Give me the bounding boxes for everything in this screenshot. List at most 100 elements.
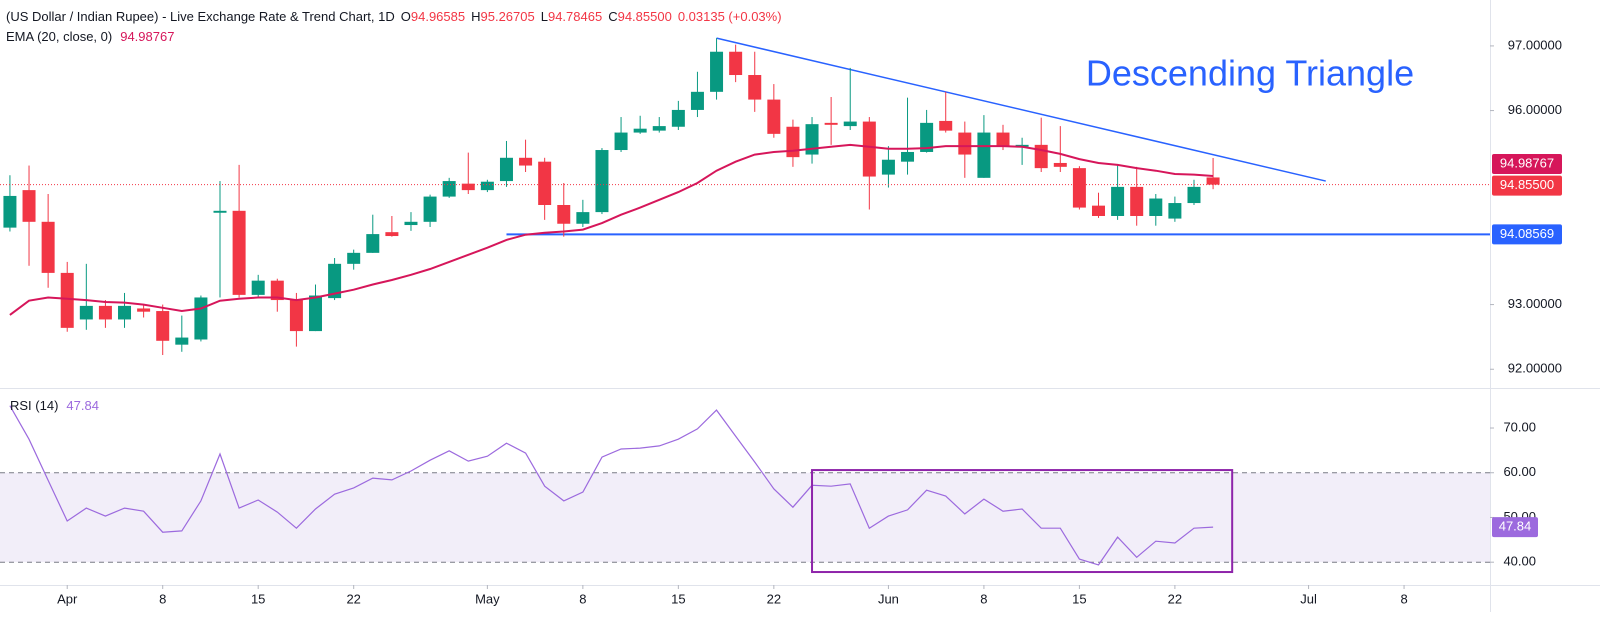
x-tick-label: Jul (1300, 591, 1317, 606)
header-title: (US Dollar / Indian Rupee) - Live Exchan… (6, 9, 395, 24)
rsi-box (811, 469, 1234, 574)
rsi-name: RSI (14) (10, 398, 58, 413)
candle-body (270, 280, 284, 301)
candle-body (920, 122, 934, 152)
ohlc-key: O (401, 9, 411, 24)
candle-body (996, 132, 1010, 147)
candle-body (194, 297, 208, 340)
rsi-band (0, 472, 1490, 563)
candle-body (1111, 186, 1125, 216)
rsi-tick-label: 40.00 (1503, 554, 1536, 569)
rsi-legend: RSI (14) 47.84 (10, 398, 99, 413)
y-tick-label: 92.00000 (1508, 361, 1562, 376)
ohlc-key: H (471, 9, 480, 24)
candle-body (690, 91, 704, 110)
resistance-line (716, 37, 1326, 182)
price-label-bg (1492, 154, 1562, 175)
candle-body (3, 195, 17, 228)
price-label: 94.85500 (1500, 177, 1554, 192)
candle-body (881, 159, 895, 175)
candle-body (22, 190, 36, 222)
candle-body (251, 280, 265, 295)
candle-body (767, 99, 781, 134)
candle-body (1130, 186, 1144, 216)
x-tick-label: 15 (671, 591, 685, 606)
ohlc-key: L (541, 9, 548, 24)
candle-body (156, 311, 170, 341)
candle-body (805, 124, 819, 155)
x-tick-label: 8 (980, 591, 987, 606)
candle-body (576, 212, 590, 224)
ema-line (9, 143, 1214, 316)
x-tick-label: May (475, 591, 500, 606)
candle-body (786, 126, 800, 158)
x-tick-label: 8 (1400, 591, 1407, 606)
candle-body (423, 196, 437, 222)
candle-body (538, 161, 552, 205)
candle-body (1053, 162, 1067, 167)
candle-body (137, 308, 151, 312)
ohlc-value: 95.26705 (481, 9, 535, 24)
candle-body (729, 51, 743, 76)
candle-body (633, 128, 647, 133)
header-line: (US Dollar / Indian Rupee) - Live Exchan… (6, 9, 782, 24)
candle-body (748, 75, 762, 100)
x-tick-label: 22 (767, 591, 781, 606)
rsi-line (9, 405, 1214, 566)
ema-value: 94.98767 (120, 29, 174, 44)
x-tick-label: 22 (346, 591, 360, 606)
annotation: Descending Triangle (1086, 53, 1414, 94)
candle-body (289, 300, 303, 332)
candle-body (385, 232, 399, 237)
rsi-tick-label: 70.00 (1503, 419, 1536, 434)
x-tick-label: Apr (57, 591, 78, 606)
candle-body (461, 183, 475, 191)
candle-body (652, 126, 666, 131)
candle-body (824, 122, 838, 125)
x-tick-label: 8 (579, 591, 586, 606)
y-tick-label: 97.00000 (1508, 37, 1562, 52)
candle-body (328, 263, 342, 299)
candle-body (519, 157, 533, 166)
candle-body (480, 181, 494, 191)
rsi-label: 47.84 (1499, 519, 1532, 534)
candle-body (118, 305, 132, 320)
x-tick-label: 22 (1168, 591, 1182, 606)
candle-body (710, 51, 724, 92)
candle-body (79, 305, 93, 320)
rsi-value: 47.84 (66, 398, 99, 413)
price-label: 94.98767 (1500, 155, 1554, 170)
candle-body (308, 295, 322, 332)
ema-name: EMA (20, close, 0) (6, 29, 112, 44)
candle-body (1149, 198, 1163, 216)
candle-body (1187, 186, 1201, 204)
candle-body (557, 204, 571, 224)
candle-body (595, 150, 609, 213)
x-tick-label: 15 (251, 591, 265, 606)
candle-body (1168, 203, 1182, 219)
candle-body (939, 120, 953, 131)
ohlc-value: 94.96585 (411, 9, 465, 24)
candle-body (958, 132, 972, 155)
price-label: 94.08569 (1500, 226, 1554, 241)
ohlc-value: 94.78465 (548, 9, 602, 24)
rsi-label-bg (1492, 517, 1538, 538)
price-label-bg (1492, 175, 1562, 196)
rsi-tick-label: 60.00 (1503, 464, 1536, 479)
candle-body (60, 272, 74, 328)
candle-body (175, 337, 189, 345)
candle-body (1091, 205, 1105, 216)
candle-body (232, 210, 246, 295)
candle-body (1072, 168, 1086, 208)
y-tick-label: 93.00000 (1508, 296, 1562, 311)
change: 0.03135 (+0.03%) (678, 9, 782, 24)
candle-body (41, 221, 55, 273)
candle-body (901, 151, 915, 162)
candle-body (843, 121, 857, 127)
candle-body (862, 121, 876, 177)
ohlc-key: C (608, 9, 617, 24)
y-tick-label: 96.00000 (1508, 102, 1562, 117)
candle-body (442, 181, 456, 197)
price-label-bg (1492, 224, 1562, 245)
